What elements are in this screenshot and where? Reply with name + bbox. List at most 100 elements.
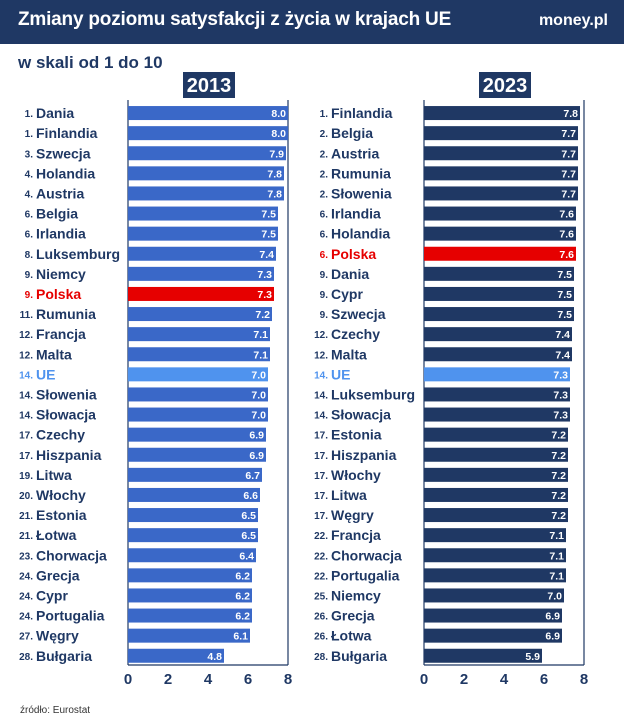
- bar: [128, 246, 276, 261]
- country-label: Chorwacja: [331, 547, 402, 563]
- rank-label: 6.: [25, 230, 34, 241]
- data-label: 7.8: [267, 188, 282, 200]
- rank-label: 26.: [314, 632, 328, 643]
- rank-label: 11.: [20, 310, 34, 321]
- rank-label: 22.: [314, 571, 328, 582]
- country-label: Luksemburg: [36, 246, 120, 262]
- bar: [128, 387, 268, 402]
- country-label: Czechy: [331, 326, 380, 342]
- bar: [424, 166, 578, 181]
- data-label: 6.2: [235, 611, 250, 623]
- data-label: 7.6: [559, 229, 574, 241]
- data-label: 7.0: [251, 369, 266, 381]
- country-label: Łotwa: [36, 527, 77, 543]
- scale-subtitle: w skali od 1 do 10: [18, 53, 163, 72]
- rank-label: 2.: [320, 149, 329, 160]
- country-label: Malta: [36, 346, 72, 362]
- country-label: Holandia: [36, 165, 95, 181]
- year-title-2023: 2023: [483, 75, 528, 97]
- data-label: 7.5: [557, 309, 572, 321]
- bar: [424, 206, 576, 221]
- rank-label: 14.: [19, 411, 33, 422]
- rank-label: 17.: [314, 451, 328, 462]
- country-label: Słowacja: [36, 407, 96, 423]
- bar: [424, 508, 568, 523]
- bar: [424, 226, 576, 241]
- country-label: Cypr: [36, 587, 68, 603]
- rank-label: 14.: [19, 370, 33, 381]
- country-label: Łotwa: [331, 628, 372, 644]
- rank-label: 14.: [314, 370, 328, 381]
- rank-label: 24.: [19, 612, 33, 623]
- rank-label: 6.: [320, 210, 329, 221]
- bar: [128, 528, 258, 543]
- data-label: 7.9: [269, 148, 284, 160]
- rank-label: 2.: [320, 129, 329, 140]
- x-tick-label: 8: [284, 671, 292, 688]
- rank-label: 22.: [314, 551, 328, 562]
- bar: [128, 186, 284, 201]
- rank-label: 9.: [320, 270, 329, 281]
- bar: [424, 266, 574, 281]
- rank-label: 27.: [19, 632, 33, 643]
- bar: [424, 628, 562, 643]
- bar: [424, 146, 578, 161]
- data-label: 7.6: [559, 249, 574, 261]
- rank-label: 17.: [314, 471, 328, 482]
- data-label: 7.2: [551, 490, 566, 502]
- country-label: Polska: [331, 246, 376, 262]
- bar: [128, 327, 270, 342]
- x-tick-label: 6: [540, 671, 548, 688]
- country-label: Rumunia: [36, 306, 96, 322]
- bar: [128, 447, 266, 462]
- bar: [128, 548, 256, 563]
- bar: [128, 347, 270, 362]
- rank-label: 25.: [314, 591, 328, 602]
- bar: [424, 528, 566, 543]
- bar: [128, 266, 274, 281]
- rank-label: 6.: [320, 230, 329, 241]
- bar: [424, 407, 570, 422]
- data-label: 7.7: [561, 148, 576, 160]
- rank-label: 20.: [19, 491, 33, 502]
- data-label: 6.7: [245, 470, 260, 482]
- rank-label: 14.: [314, 390, 328, 401]
- country-label: Irlandia: [36, 226, 86, 242]
- bar: [424, 588, 564, 603]
- bar: [128, 206, 278, 221]
- data-label: 6.9: [545, 611, 560, 623]
- bar: [128, 608, 252, 623]
- data-label: 7.2: [551, 510, 566, 522]
- data-label: 7.5: [261, 229, 276, 241]
- country-label: Hiszpania: [36, 447, 102, 463]
- country-label: Węgry: [36, 628, 79, 644]
- bar: [424, 126, 578, 141]
- rank-label: 12.: [19, 330, 33, 341]
- data-label: 6.9: [249, 430, 264, 442]
- rank-label: 9.: [320, 310, 329, 321]
- bar: [128, 487, 260, 502]
- year-badge-2013: [183, 72, 235, 98]
- rank-label: 1.: [25, 109, 34, 120]
- data-label: 6.1: [233, 631, 248, 643]
- data-label: 8.0: [271, 108, 286, 120]
- country-label: Belgia: [331, 125, 373, 141]
- country-label: Austria: [331, 145, 379, 161]
- data-label: 6.2: [235, 590, 250, 602]
- data-label: 6.6: [243, 490, 258, 502]
- rank-label: 24.: [19, 571, 33, 582]
- rank-label: 6.: [25, 210, 34, 221]
- rank-label: 9.: [320, 290, 329, 301]
- bar: [424, 608, 562, 623]
- data-label: 7.3: [553, 369, 568, 381]
- country-label: UE: [331, 366, 350, 382]
- data-label: 7.3: [553, 410, 568, 422]
- country-label: Luksemburg: [331, 386, 415, 402]
- country-label: Węgry: [331, 507, 374, 523]
- data-label: 7.7: [561, 188, 576, 200]
- country-label: Portugalia: [331, 567, 400, 583]
- data-label: 7.2: [551, 430, 566, 442]
- country-label: Finlandia: [36, 125, 98, 141]
- data-label: 6.9: [545, 631, 560, 643]
- country-label: Niemcy: [331, 587, 381, 603]
